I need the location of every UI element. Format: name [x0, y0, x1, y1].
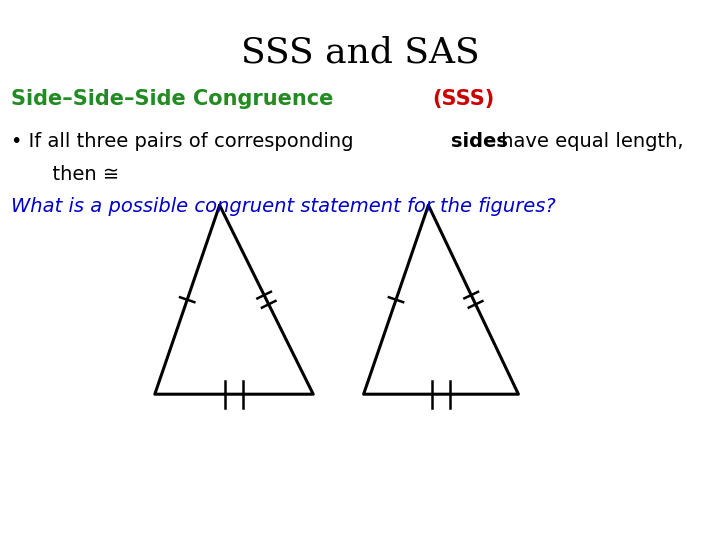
Text: SSS and SAS: SSS and SAS — [240, 35, 480, 69]
Text: Side–Side–Side Congruence: Side–Side–Side Congruence — [11, 89, 348, 109]
Text: then ≅: then ≅ — [40, 165, 119, 184]
Text: What is a possible congruent statement for the figures?: What is a possible congruent statement f… — [11, 197, 556, 216]
Text: have equal length,: have equal length, — [495, 132, 684, 151]
Text: • If all three pairs of corresponding: • If all three pairs of corresponding — [11, 132, 359, 151]
Text: (SSS): (SSS) — [432, 89, 494, 109]
Text: sides: sides — [451, 132, 508, 151]
